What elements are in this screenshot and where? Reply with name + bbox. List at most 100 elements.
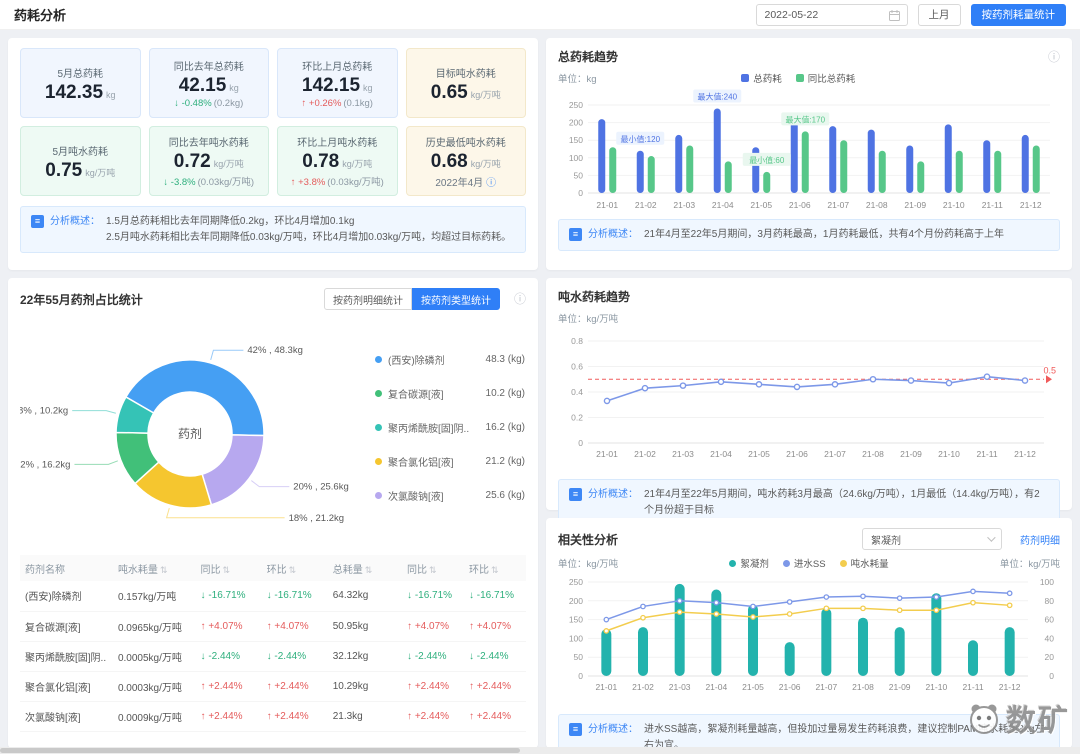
date-input[interactable]: [756, 4, 907, 25]
svg-text:100: 100: [569, 633, 583, 643]
pie-legend-item[interactable]: 复合碳源[液] 10.2 (kg): [375, 386, 525, 401]
kpi-card-unit: kg: [363, 82, 373, 93]
ton-trend-line-chart: 0 0.2 0.4 0.6 0.8 21-01 21-02 21-03 21-04 21-05 21…: [571, 336, 1056, 459]
legend-label: 总药耗: [753, 74, 782, 85]
svg-text:0.6: 0.6: [571, 362, 583, 372]
legend-item[interactable]: 吨水耗量: [839, 556, 889, 570]
agent-share-panel: 22年55月药剂占比统计 按药剂明细统计 按药剂类型统计 ⓘ 42% , 48.…: [8, 278, 538, 748]
sort-icon[interactable]: ⇅: [288, 564, 297, 575]
bar-絮凝剂: [968, 640, 978, 676]
pie-legend-item[interactable]: (西安)除磷剂 48.3 (kg): [375, 352, 525, 367]
legend-label: 絮凝剂: [740, 559, 769, 570]
page-title: 药耗分析: [14, 8, 67, 23]
dashboard-content: 5月总药耗 142.35 kg 同比去年总药耗 42.15 kg ↓ -0.48% (0.2k…: [0, 30, 1080, 754]
pie-legend-name: 次氯酸钠[液]: [388, 492, 444, 503]
kpi-card-unit: kg: [106, 89, 116, 100]
pie-legend-name: 聚丙烯酰胺[固]阴..: [388, 424, 470, 435]
kpi-card-value: 0.78 kg/万吨: [302, 151, 373, 172]
unit-left-label: 单位：kg/万吨: [558, 559, 619, 570]
prev-month-button[interactable]: 上月: [917, 3, 961, 26]
correlation-legend: 絮凝剂 进水SS 吨水耗量: [729, 556, 889, 570]
svg-text:150: 150: [569, 615, 583, 625]
table-cell: 聚合氯化铝[液]: [20, 671, 113, 702]
legend-item[interactable]: 絮凝剂: [729, 556, 769, 570]
kpi-card-title: 历史最低吨水药耗: [425, 137, 506, 149]
table-column-header[interactable]: 环比 ⇅: [464, 555, 526, 581]
sort-icon[interactable]: ⇅: [491, 564, 499, 575]
trend-value: ↑ +4.07%: [469, 620, 511, 632]
bar-总药耗: [944, 124, 952, 193]
svg-text:21-04: 21-04: [710, 449, 732, 459]
legend-item[interactable]: 进水SS: [782, 556, 826, 570]
svg-text:21-11: 21-11: [962, 682, 983, 692]
horizontal-scrollbar[interactable]: [0, 747, 1080, 754]
line-point: [679, 382, 687, 389]
svg-text:0: 0: [1049, 671, 1054, 681]
trend-value: ↓ -16.71%: [407, 590, 453, 602]
bar-总药耗: [598, 119, 606, 193]
svg-text:250: 250: [569, 577, 583, 587]
pie-legend-item[interactable]: 次氯酸钠[液] 25.6 (kg): [375, 488, 525, 503]
date-picker[interactable]: [755, 3, 908, 26]
sort-icon[interactable]: ⇅: [364, 564, 373, 575]
svg-text:21-07: 21-07: [827, 200, 849, 210]
legend-item[interactable]: 同比总药耗: [795, 71, 855, 85]
annotation-box: [781, 112, 830, 126]
top-controls: 上月 按药剂耗量统计: [755, 3, 1066, 26]
trend-value: ↓ -2.44%: [407, 650, 447, 662]
svg-text:200: 200: [569, 596, 583, 606]
kpi-card-unit: kg/万吨: [85, 167, 116, 178]
pie-legend-item[interactable]: 聚合氯化铝[液] 21.2 (kg): [375, 454, 525, 469]
stat-by-consumption-button[interactable]: 按药剂耗量统计: [970, 3, 1066, 26]
stat-by-detail-button[interactable]: 按药剂明细统计: [323, 288, 412, 310]
kpi-card-unit: kg/万吨: [470, 158, 501, 169]
bar-絮凝剂: [894, 627, 905, 676]
right-column: 总药耗趋势 ⓘ 单位：kg 总药耗 同比总药耗 0 50 100 150 200 250 21…: [546, 38, 1072, 754]
annotation-box: [693, 89, 742, 103]
svg-text:0.8: 0.8: [571, 336, 583, 346]
table-cell: 复合碳源[液]: [20, 611, 113, 642]
kpi-card-3: 环比上月总药耗 142.15 kg ↑ +0.26% (0.1kg): [277, 48, 398, 118]
table-column-header[interactable]: 同比 ⇅: [402, 555, 464, 581]
bar-同比总药耗: [801, 131, 809, 193]
sort-icon[interactable]: ⇅: [429, 564, 437, 575]
table-cell: ↓ -2.44%: [261, 641, 328, 672]
scrollbar-thumb[interactable]: [0, 748, 520, 753]
sort-icon[interactable]: ⇅: [222, 564, 231, 575]
bar-总药耗: [1021, 134, 1029, 193]
table-column-header[interactable]: 吨水耗量 ⇅: [112, 555, 196, 581]
info-icon[interactable]: ⓘ: [1047, 49, 1060, 64]
svg-text:21-06: 21-06: [786, 449, 808, 459]
line-point: [640, 614, 646, 621]
sort-icon[interactable]: ⇅: [159, 564, 168, 575]
legend-label: 进水SS: [793, 559, 826, 570]
trend-value: ↓ -16.71%: [266, 590, 312, 602]
stat-mode-toggle: 按药剂明细统计 按药剂类型统计: [323, 288, 500, 310]
kpi-card-value: 0.68 kg/万吨: [430, 150, 501, 172]
info-icon[interactable]: ⓘ: [486, 177, 497, 189]
legend-item[interactable]: 总药耗: [741, 71, 782, 85]
trend-down-arrow-icon: ↓ -3.8%: [163, 177, 196, 188]
info-icon[interactable]: ⓘ: [513, 292, 526, 306]
line-point: [869, 375, 877, 383]
table-column-header[interactable]: 环比 ⇅: [261, 555, 328, 581]
pie-legend-item[interactable]: 聚丙烯酰胺[固]阴.. 16.2 (kg): [375, 420, 525, 435]
line-point: [640, 603, 646, 610]
line-point: [755, 381, 763, 388]
stat-by-type-button[interactable]: 按药剂类型统计: [411, 288, 500, 310]
table-column-header[interactable]: 同比 ⇅: [195, 555, 262, 581]
svg-text:21-10: 21-10: [925, 682, 947, 692]
trend-value: ↑ +2.44%: [469, 710, 511, 722]
agent-select[interactable]: 絮凝剂: [862, 528, 1002, 550]
agent-detail-link[interactable]: 药剂明细: [1020, 535, 1060, 547]
svg-text:21-01: 21-01: [596, 200, 618, 210]
svg-text:20: 20: [1045, 652, 1055, 662]
bar-絮凝剂: [858, 617, 868, 676]
svg-text:最小值:60: 最小值:60: [749, 155, 785, 165]
kpi-card-title: 环比上月吨水药耗: [297, 138, 378, 149]
line-point: [750, 614, 756, 620]
table-column-header[interactable]: 总耗量 ⇅: [327, 555, 403, 581]
table-cell: 聚丙烯酰胺[固]阴..: [20, 641, 113, 672]
line-point: [933, 594, 940, 600]
kpi-card-value: 42.15 kg: [178, 74, 239, 96]
